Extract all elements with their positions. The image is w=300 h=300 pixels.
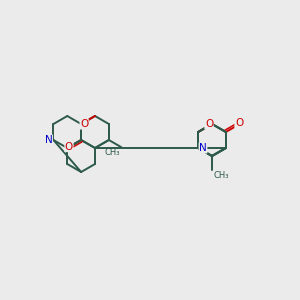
Text: O: O — [80, 119, 88, 129]
Text: CH₃: CH₃ — [213, 171, 229, 180]
Text: O: O — [235, 118, 243, 128]
Text: CH₃: CH₃ — [105, 148, 120, 157]
Text: O: O — [205, 119, 213, 129]
Text: N: N — [199, 143, 207, 153]
Text: O: O — [65, 142, 73, 152]
Text: N: N — [45, 135, 52, 145]
